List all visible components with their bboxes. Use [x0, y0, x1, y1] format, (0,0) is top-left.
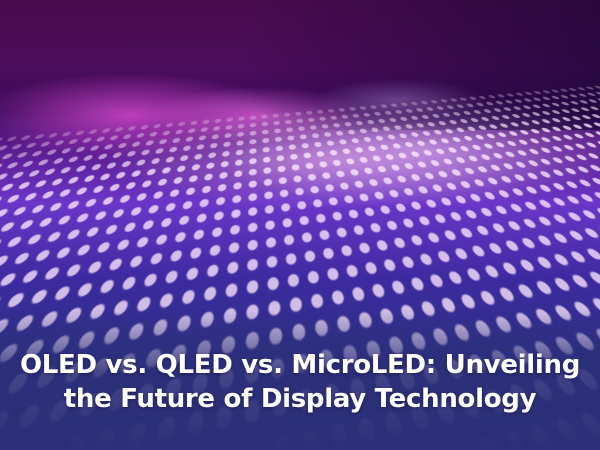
title-backdrop: [0, 310, 600, 450]
headline: OLED vs. QLED vs. MicroLED: Unveiling th…: [0, 348, 600, 416]
headline-line-2: the Future of Display Technology: [63, 384, 537, 414]
headline-line-1: OLED vs. QLED vs. MicroLED: Unveiling: [19, 350, 581, 380]
